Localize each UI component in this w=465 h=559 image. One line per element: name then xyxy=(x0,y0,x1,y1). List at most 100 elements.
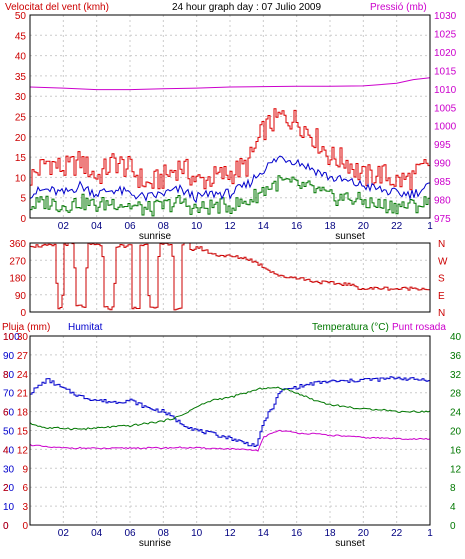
temp-left-tick-label: 0 xyxy=(22,521,28,532)
rain-tick-label: 2 xyxy=(3,483,9,494)
wind-direction-panel: 0 N 90 E 180 S 270 W 360 N xyxy=(9,239,448,319)
humidity-tick-label: 10 xyxy=(3,502,15,513)
pressure-tick-label: 985 xyxy=(434,177,451,188)
dewpoint-line xyxy=(29,429,431,452)
sunrise-label: sunrise xyxy=(139,231,172,242)
x-tick-label: 1 xyxy=(427,221,433,232)
pressure-tick-label: 1025 xyxy=(434,29,457,40)
rain-tick-label: 10 xyxy=(3,332,15,343)
x-tick-label: 12 xyxy=(224,221,236,232)
temp-right-tick-label: 8 xyxy=(450,483,456,494)
wind-tick-label: 25 xyxy=(15,113,27,124)
pressure-tick-label: 1015 xyxy=(434,66,457,77)
wind-tick-label: 30 xyxy=(15,92,27,103)
x-tick-label: 06 xyxy=(124,221,136,232)
x-tick-label: 10 xyxy=(191,528,203,539)
temp-right-tick-label: 36 xyxy=(450,351,462,362)
temp-right-tick-label: 4 xyxy=(450,502,456,513)
humidity-tick-label: 20 xyxy=(3,483,15,494)
temp-right-tick-label: 40 xyxy=(450,332,462,343)
humidity-tick-label: 70 xyxy=(3,389,15,400)
temp-right-tick-label: 32 xyxy=(450,370,462,381)
sunset-label: sunset xyxy=(335,231,365,242)
sunset-label: sunset xyxy=(335,538,365,549)
compass-tick-label: S xyxy=(438,274,445,285)
x-tick-label: 20 xyxy=(358,221,370,232)
humidity-tick-label: 50 xyxy=(3,427,15,438)
x-tick-label: 02 xyxy=(58,221,70,232)
wind-avg-line xyxy=(29,155,431,204)
humidity-tick-label: 80 xyxy=(3,370,15,381)
temp-right-tick-label: 12 xyxy=(450,464,462,475)
humidity-tick-label: 100 xyxy=(3,332,20,343)
compass-tick-label: W xyxy=(438,256,448,267)
direction-tick-label: 0 xyxy=(20,308,26,319)
temp-left-tick-label: 3 xyxy=(22,502,28,513)
x-tick-label: 18 xyxy=(324,221,336,232)
wind-direction-line xyxy=(30,242,431,311)
wind-tick-label: 50 xyxy=(15,11,27,22)
rain-axis-label: Pluja (mm) xyxy=(2,322,50,333)
wind-min-line xyxy=(30,175,431,217)
compass-tick-label: N xyxy=(438,308,445,319)
direction-tick-label: 270 xyxy=(9,256,26,267)
wind-tick-label: 5 xyxy=(20,194,26,205)
temp-left-tick-label: 18 xyxy=(17,408,29,419)
x-tick-label: 10 xyxy=(191,221,203,232)
wind-tick-label: 20 xyxy=(15,133,27,144)
temp-left-tick-label: 24 xyxy=(17,370,29,381)
x-tick-label: 16 xyxy=(291,528,303,539)
wind-gust-line xyxy=(30,108,431,191)
temp-left-tick-label: 9 xyxy=(22,464,28,475)
sunrise-label: sunrise xyxy=(139,538,172,549)
pressure-tick-label: 975 xyxy=(434,214,451,225)
humidity-tick-label: 60 xyxy=(3,408,15,419)
humidity-tick-label: 90 xyxy=(3,351,15,362)
temp-right-tick-label: 0 xyxy=(450,521,456,532)
pressure-tick-label: 995 xyxy=(434,140,451,151)
pressure-tick-label: 1020 xyxy=(434,48,457,59)
temp-left-tick-label: 6 xyxy=(22,483,28,494)
temp-left-tick-label: 21 xyxy=(17,389,29,400)
x-tick-label: 04 xyxy=(91,221,103,232)
wind-tick-label: 45 xyxy=(15,31,27,42)
panel-frame xyxy=(29,242,431,313)
humidity-axis-label: Humitat xyxy=(68,322,103,333)
x-tick-label: 20 xyxy=(358,528,370,539)
pressure-tick-label: 1000 xyxy=(434,122,457,133)
x-tick-label: 16 xyxy=(291,221,303,232)
x-tick-label: 06 xyxy=(124,528,136,539)
pressure-tick-label: 1010 xyxy=(434,85,457,96)
panel-frame xyxy=(29,335,431,526)
rain-tick-label: 4 xyxy=(3,445,9,456)
temp-left-tick-label: 30 xyxy=(17,332,29,343)
direction-tick-label: 90 xyxy=(15,291,27,302)
temp-right-tick-label: 16 xyxy=(450,445,462,456)
direction-tick-label: 180 xyxy=(9,274,26,285)
rain-tick-label: 0 xyxy=(3,521,9,532)
humidity-tick-label: 30 xyxy=(3,464,15,475)
rain-tick-label: 6 xyxy=(3,408,9,419)
wind-tick-label: 10 xyxy=(15,173,27,184)
x-tick-label: 14 xyxy=(258,221,270,232)
wind-axis-label: Velocitat del vent (kmh) xyxy=(5,2,109,13)
wind-tick-label: 40 xyxy=(15,52,27,63)
wind-pressure-panel: 0510152025303540455097598098599099510001… xyxy=(15,11,457,242)
chart-title: 24 hour graph day : 07 Julio 2009 xyxy=(172,2,321,13)
wind-tick-label: 35 xyxy=(15,72,27,83)
x-tick-label: 12 xyxy=(224,528,236,539)
compass-tick-label: E xyxy=(438,291,445,302)
temp-right-tick-label: 28 xyxy=(450,389,462,400)
compass-tick-label: N xyxy=(438,239,445,250)
pressure-axis-label: Pressió (mb) xyxy=(370,2,427,13)
temperature-line xyxy=(29,386,431,431)
rain-tick-label: 8 xyxy=(3,370,9,381)
x-tick-label: 22 xyxy=(391,221,403,232)
panel-frame xyxy=(29,14,431,219)
temp-right-tick-label: 24 xyxy=(450,408,462,419)
direction-tick-label: 360 xyxy=(9,239,26,250)
temp-left-tick-label: 27 xyxy=(17,351,29,362)
